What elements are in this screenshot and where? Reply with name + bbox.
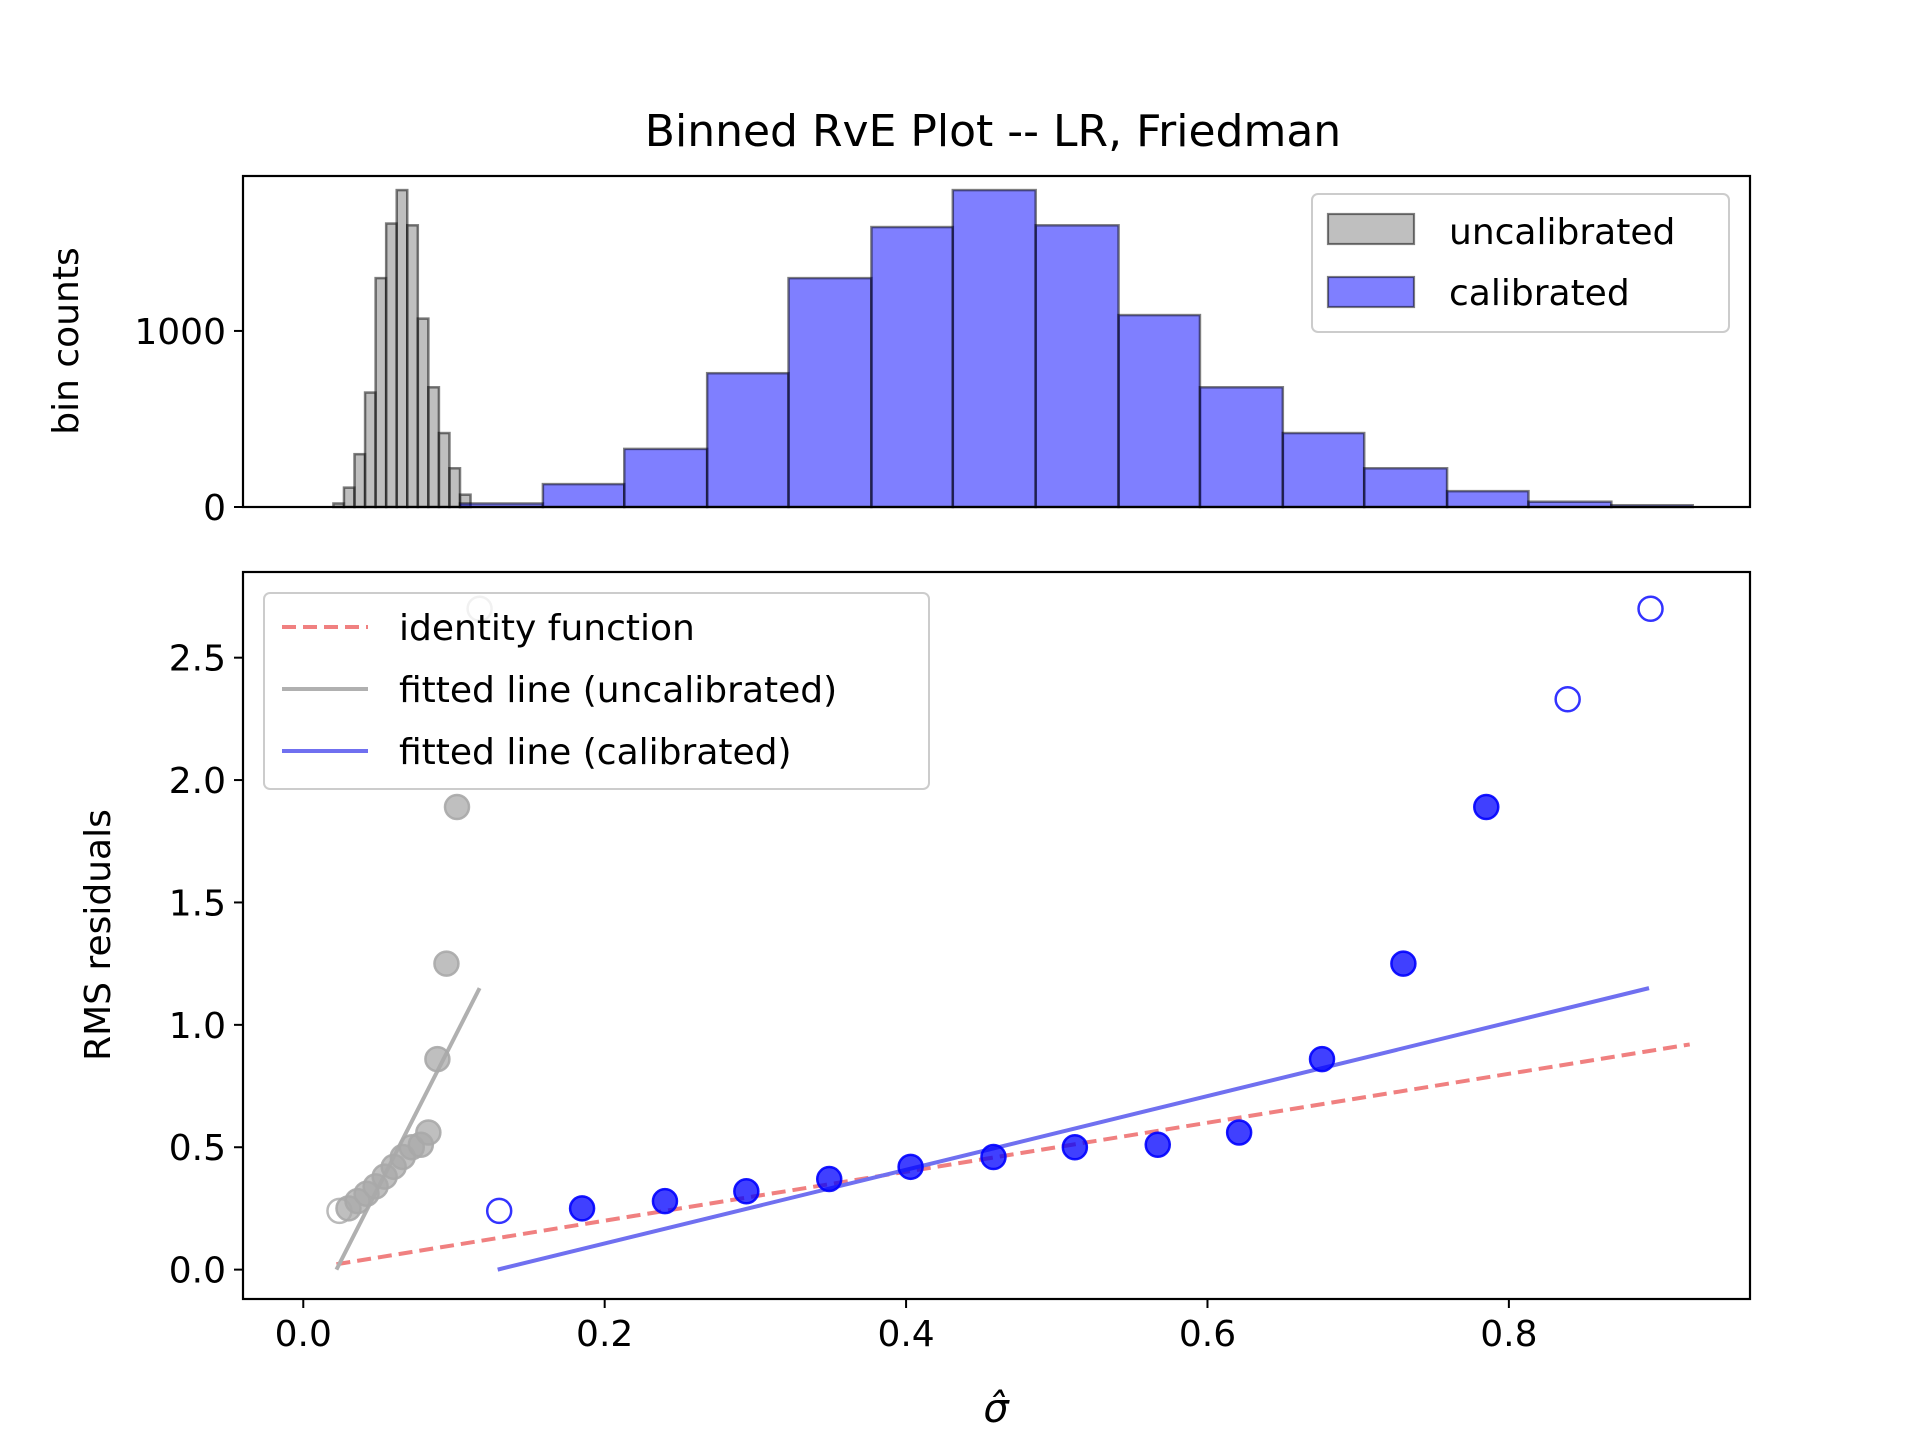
legend-swatch-calibrated <box>1326 275 1416 309</box>
histogram-bar-uncalibrated-8 <box>416 317 430 509</box>
histogram-bar-calibrated-12 <box>1445 489 1530 509</box>
histogram-bar-calibrated-9 <box>1198 386 1285 509</box>
rve-y-tick-label-1: 0.5 <box>169 1128 226 1169</box>
histogram-bar-uncalibrated-1 <box>342 486 356 509</box>
histogram-bar-uncalibrated-10 <box>437 431 451 509</box>
histogram-bar-uncalibrated-5 <box>384 222 398 509</box>
rve-points <box>326 595 1664 1225</box>
rve-x-tick-label-4: 0.8 <box>1480 1314 1537 1355</box>
legend-label-fit-calibrated: fitted line (calibrated) <box>399 732 792 773</box>
rve-line-2 <box>497 986 1650 1272</box>
rve-point-calibrated-4 <box>815 1165 843 1193</box>
histogram-bar-calibrated-6 <box>951 188 1037 509</box>
legend-swatch-uncalibrated <box>1326 212 1416 246</box>
rve-y-tick-label-4: 2.0 <box>169 761 226 802</box>
histogram-frame <box>241 174 1752 509</box>
rve-point-uncalibrated-12 <box>433 950 460 977</box>
rve-y-tick-label-0: 0.0 <box>169 1251 226 1292</box>
rve-point-uncalibrated-11 <box>424 1045 451 1073</box>
rve-legend: identity function fitted line (uncalibra… <box>263 592 930 790</box>
rve-x-axis-label: σ̂ <box>983 1386 1010 1432</box>
rve-lines <box>334 986 1691 1272</box>
rve-point-calibrated-11 <box>1390 950 1417 977</box>
histogram-bar-calibrated-7 <box>1034 224 1120 509</box>
histogram-bar-uncalibrated-11 <box>448 467 462 509</box>
histogram-bar-calibrated-1 <box>541 482 626 509</box>
rve-y-tick-label-5: 2.5 <box>169 639 226 680</box>
rve-x-tick-label-0: 0.0 <box>275 1314 332 1355</box>
histogram-legend-frame <box>1311 193 1730 333</box>
rve-point-calibrated-8 <box>1144 1131 1171 1159</box>
rve-y-tick-label-3: 1.5 <box>169 883 226 924</box>
rve-y-axis-label: RMS residuals <box>78 809 119 1061</box>
histogram-bar-uncalibrated-6 <box>395 188 409 509</box>
legend-label-uncalibrated: uncalibrated <box>1449 212 1675 253</box>
histogram-bar-calibrated-11 <box>1362 467 1449 509</box>
rve-point-calibrated-2 <box>651 1187 679 1215</box>
histogram-legend: uncalibrated calibrated <box>1311 193 1730 333</box>
legend-label-identity: identity function <box>399 608 695 649</box>
rve-point-calibrated-5 <box>897 1153 924 1181</box>
histogram-bar-uncalibrated-2 <box>353 452 367 509</box>
rve-y-tick-label-2: 1.0 <box>169 1006 226 1047</box>
rve-point-calibrated-1 <box>568 1195 596 1222</box>
rve-legend-frame <box>263 592 930 790</box>
rve-x-tick-label-3: 0.6 <box>1179 1314 1236 1355</box>
rve-point-calibrated-12 <box>1473 793 1500 821</box>
histogram-y-tick-label-1: 1000 <box>134 312 226 353</box>
histogram-bar-calibrated-2 <box>623 447 709 509</box>
histogram-bar-uncalibrated-4 <box>374 276 388 509</box>
histogram-bar-calibrated-3 <box>705 371 790 509</box>
rve-point-calibrated-13 <box>1554 686 1581 713</box>
histogram-bar-uncalibrated-7 <box>406 224 420 509</box>
histogram-bar-calibrated-4 <box>787 276 873 509</box>
rve-point-calibrated-3 <box>733 1178 760 1205</box>
rve-point-uncalibrated-13 <box>443 793 471 821</box>
rve-x-tick-label-2: 0.4 <box>877 1314 934 1355</box>
rve-x-tick-label-1: 0.2 <box>576 1314 633 1355</box>
rve-line-0 <box>336 1042 1691 1267</box>
histogram-bar-uncalibrated-9 <box>427 386 441 509</box>
rve-point-uncalibrated-10 <box>415 1119 442 1146</box>
legend-label-calibrated: calibrated <box>1449 273 1630 314</box>
rve-point-calibrated-14 <box>1637 595 1664 622</box>
histogram-bar-uncalibrated-3 <box>363 391 377 509</box>
rve-y-ticks: 0.0 0.5 1.0 1.5 2.0 2.5 <box>169 639 243 1292</box>
rve-x-ticks: 0.0 0.2 0.4 0.6 0.8 <box>275 1299 1538 1355</box>
histogram-bars <box>332 188 1694 509</box>
rve-point-calibrated-7 <box>1061 1133 1089 1161</box>
histogram-y-tick-label-0: 0 <box>203 488 226 529</box>
chart-title: Binned RvE Plot -- LR, Friedman <box>645 106 1341 157</box>
histogram-bar-calibrated-10 <box>1281 431 1366 509</box>
rve-point-calibrated-6 <box>980 1143 1007 1171</box>
histogram-y-ticks: 0 1000 <box>134 312 243 529</box>
rve-point-calibrated-10 <box>1308 1045 1336 1073</box>
histogram-y-axis-label: bin counts <box>46 247 87 434</box>
histogram-bar-calibrated-8 <box>1117 313 1202 509</box>
rve-point-calibrated-0 <box>485 1197 513 1225</box>
rve-line-1 <box>334 987 482 1271</box>
rve-frame <box>241 570 1752 1301</box>
rve-point-calibrated-9 <box>1225 1119 1253 1146</box>
histogram-bar-calibrated-5 <box>870 225 955 509</box>
legend-label-fit-uncalibrated: fitted line (uncalibrated) <box>399 670 837 711</box>
